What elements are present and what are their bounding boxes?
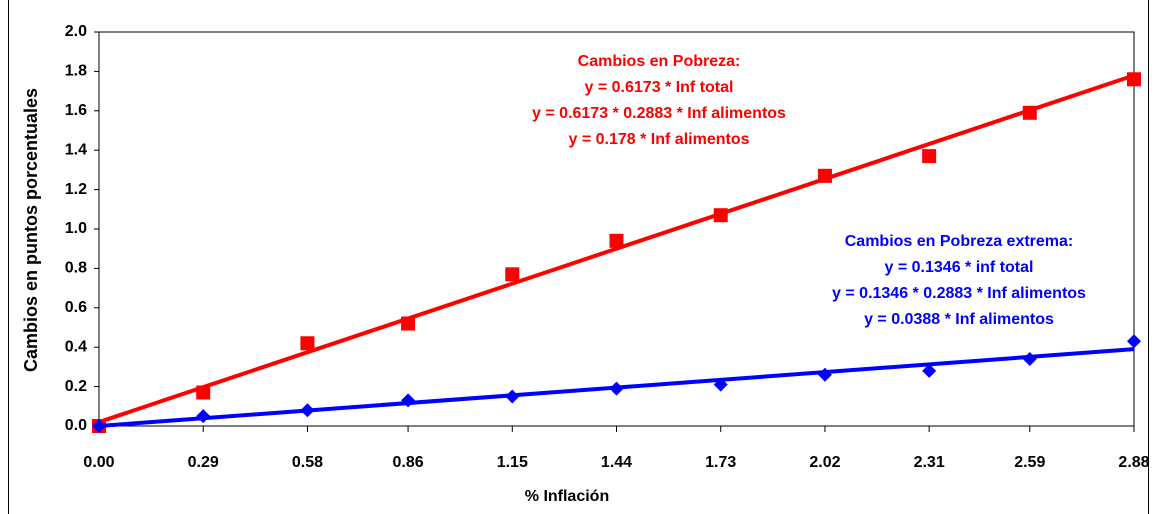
x-tick-label: 1.15 — [497, 454, 528, 471]
y-tick-label: 1.2 — [65, 181, 87, 198]
point — [92, 419, 106, 433]
y-tick-label: 1.0 — [65, 220, 87, 237]
point — [817, 367, 832, 382]
point — [505, 267, 520, 282]
y-axis-title: Cambios en puntos porcentuales — [21, 88, 41, 372]
point — [922, 363, 937, 378]
point — [713, 208, 728, 223]
x-tick-label: 2.88 — [1118, 454, 1149, 471]
point — [1022, 352, 1037, 367]
point — [300, 336, 315, 351]
x-tick-label: 2.31 — [914, 454, 945, 471]
point — [1127, 72, 1141, 87]
y-tick-label: 1.6 — [65, 102, 87, 119]
y-tick-label: 0.2 — [65, 378, 87, 395]
point — [505, 389, 520, 404]
x-tick-label: 2.02 — [809, 454, 840, 471]
y-tick-label: 0.0 — [65, 417, 87, 434]
point — [817, 168, 832, 183]
x-tick-label: 0.29 — [188, 454, 219, 471]
point — [609, 233, 624, 248]
annotation: y = 0.178 * Inf alimentos — [569, 131, 750, 148]
point — [609, 381, 624, 396]
annotation: Cambios en Pobreza extrema: — [845, 233, 1074, 250]
annotation: Cambios en Pobreza: — [578, 53, 741, 70]
point — [196, 385, 211, 400]
point — [300, 403, 315, 418]
annotation: y = 0.0388 * Inf alimentos — [864, 311, 1054, 328]
point — [401, 316, 416, 331]
x-axis-title: % Inflación — [525, 488, 609, 505]
y-tick-label: 0.6 — [65, 299, 87, 316]
annotation: y = 0.6173 * Inf total — [585, 79, 734, 96]
annotation: y = 0.6173 * 0.2883 * Inf alimentos — [532, 105, 786, 122]
frame — [8, 0, 1149, 514]
x-tick-label: 0.00 — [83, 454, 114, 471]
point — [1022, 105, 1037, 120]
point — [401, 393, 416, 408]
point — [713, 377, 728, 392]
y-tick-label: 0.8 — [65, 260, 87, 277]
y-tick-label: 1.8 — [65, 63, 87, 80]
y-tick-label: 2.0 — [65, 23, 87, 40]
annotation: y = 0.1346 * 0.2883 * Inf alimentos — [832, 285, 1086, 302]
x-tick-label: 1.73 — [705, 454, 736, 471]
point — [922, 149, 937, 164]
y-tick-label: 1.4 — [65, 141, 87, 158]
annotation: y = 0.1346 * inf total — [885, 259, 1034, 276]
trend-line — [98, 73, 1135, 424]
point — [1127, 334, 1141, 349]
point — [196, 409, 211, 424]
x-tick-label: 0.86 — [392, 454, 423, 471]
x-tick-label: 0.58 — [292, 454, 323, 471]
y-tick-label: 0.4 — [65, 338, 87, 355]
x-tick-label: 2.59 — [1014, 454, 1045, 471]
x-tick-label: 1.44 — [601, 454, 632, 471]
